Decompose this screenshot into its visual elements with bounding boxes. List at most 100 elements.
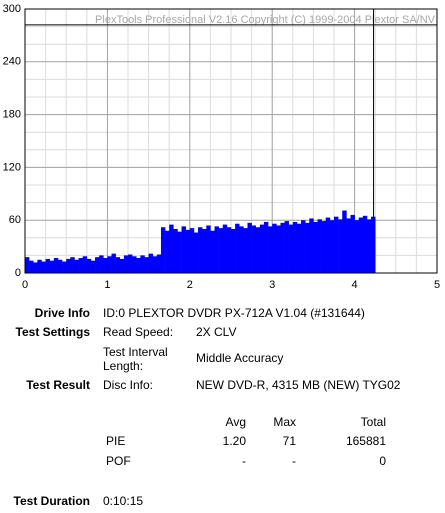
table-header: Max [273,415,296,429]
bar [317,219,322,273]
bar [62,261,67,273]
value: NEW DVD-R, 4315 MB (NEW) TYG02 [196,378,401,392]
y-tick-label: 180 [3,109,21,121]
bar [144,257,149,273]
bar [362,215,368,273]
bar [177,231,182,273]
bar [346,218,351,273]
bar [313,221,318,273]
bar [115,257,121,273]
bar [272,223,277,273]
y-tick-label: 120 [3,161,21,173]
bar [70,257,75,273]
bar [338,219,343,273]
bar [288,224,294,273]
value: ID:0 PLEXTOR DVDR PX-712A V1.04 (#131644… [103,306,365,320]
table-cell: - [292,454,296,468]
bar [358,217,364,273]
bar [136,258,141,273]
bar [111,253,116,273]
bar [74,259,79,273]
bar [152,256,158,273]
bar [25,257,30,273]
bar [243,228,248,273]
y-tick-label: 0 [15,267,21,279]
bar [354,220,360,273]
bar [57,259,63,273]
bar [268,226,273,273]
table-cell: - [242,454,246,468]
y-tick-label: 240 [3,56,21,68]
bar [140,255,145,273]
bar [259,224,265,273]
label: Disc Info: [103,378,154,392]
bar [160,227,166,273]
bar [325,217,331,273]
bar [103,258,108,273]
x-tick-label: 4 [352,279,358,291]
bar [309,218,314,273]
label: Drive Info [34,306,90,320]
bar [82,256,88,273]
bar [189,228,195,273]
watermark: PlexTools Professional V2.16 Copyright (… [95,14,436,26]
bar [41,261,46,273]
bar [156,254,162,273]
y-tick-label: 60 [9,214,21,226]
bar [49,260,55,273]
bar [119,258,125,273]
value: 0:10:15 [103,494,144,508]
x-tick-label: 0 [22,279,28,291]
bar [198,227,203,273]
x-tick-label: 3 [269,279,275,291]
bar [214,226,219,273]
bar [247,222,252,273]
bar [276,225,281,273]
table-cell: 0 [379,454,386,468]
bar [123,255,129,273]
bar [37,259,42,273]
bar [206,225,211,273]
label: Test Interval Length: [103,345,168,373]
bar [202,229,207,273]
bar [366,219,372,273]
bar [193,232,199,273]
bar [78,258,83,273]
bar [99,255,104,273]
table-cell: PIE [106,434,126,448]
label: Test Duration [13,494,90,508]
bar [334,216,339,273]
x-tick-label: 1 [104,279,110,291]
bar [235,223,240,273]
bar [132,256,137,273]
value: 2X CLV [196,325,237,339]
label: Test Result [26,378,90,392]
x-tick-label: 5 [434,279,440,291]
bar [222,224,228,273]
bar [239,226,244,273]
bar [231,229,236,273]
bar [321,221,327,273]
bar [128,254,133,273]
bar [173,229,178,273]
bar [29,260,34,273]
x-tick-label: 2 [187,279,193,291]
bar [296,223,302,273]
y-tick-label: 300 [3,3,21,15]
plot-border [24,8,438,274]
table-cell: 1.20 [222,434,246,448]
bar [305,222,310,273]
bar [284,221,289,273]
bar [33,262,38,273]
bar [218,228,224,273]
bar [251,225,257,273]
bar [169,224,174,273]
bar [66,258,71,273]
table-header: Avg [225,415,246,429]
label: Read Speed: [103,325,174,339]
bar [185,229,191,273]
table-header: Total [360,415,386,429]
bar [263,221,269,273]
bar [329,220,335,273]
